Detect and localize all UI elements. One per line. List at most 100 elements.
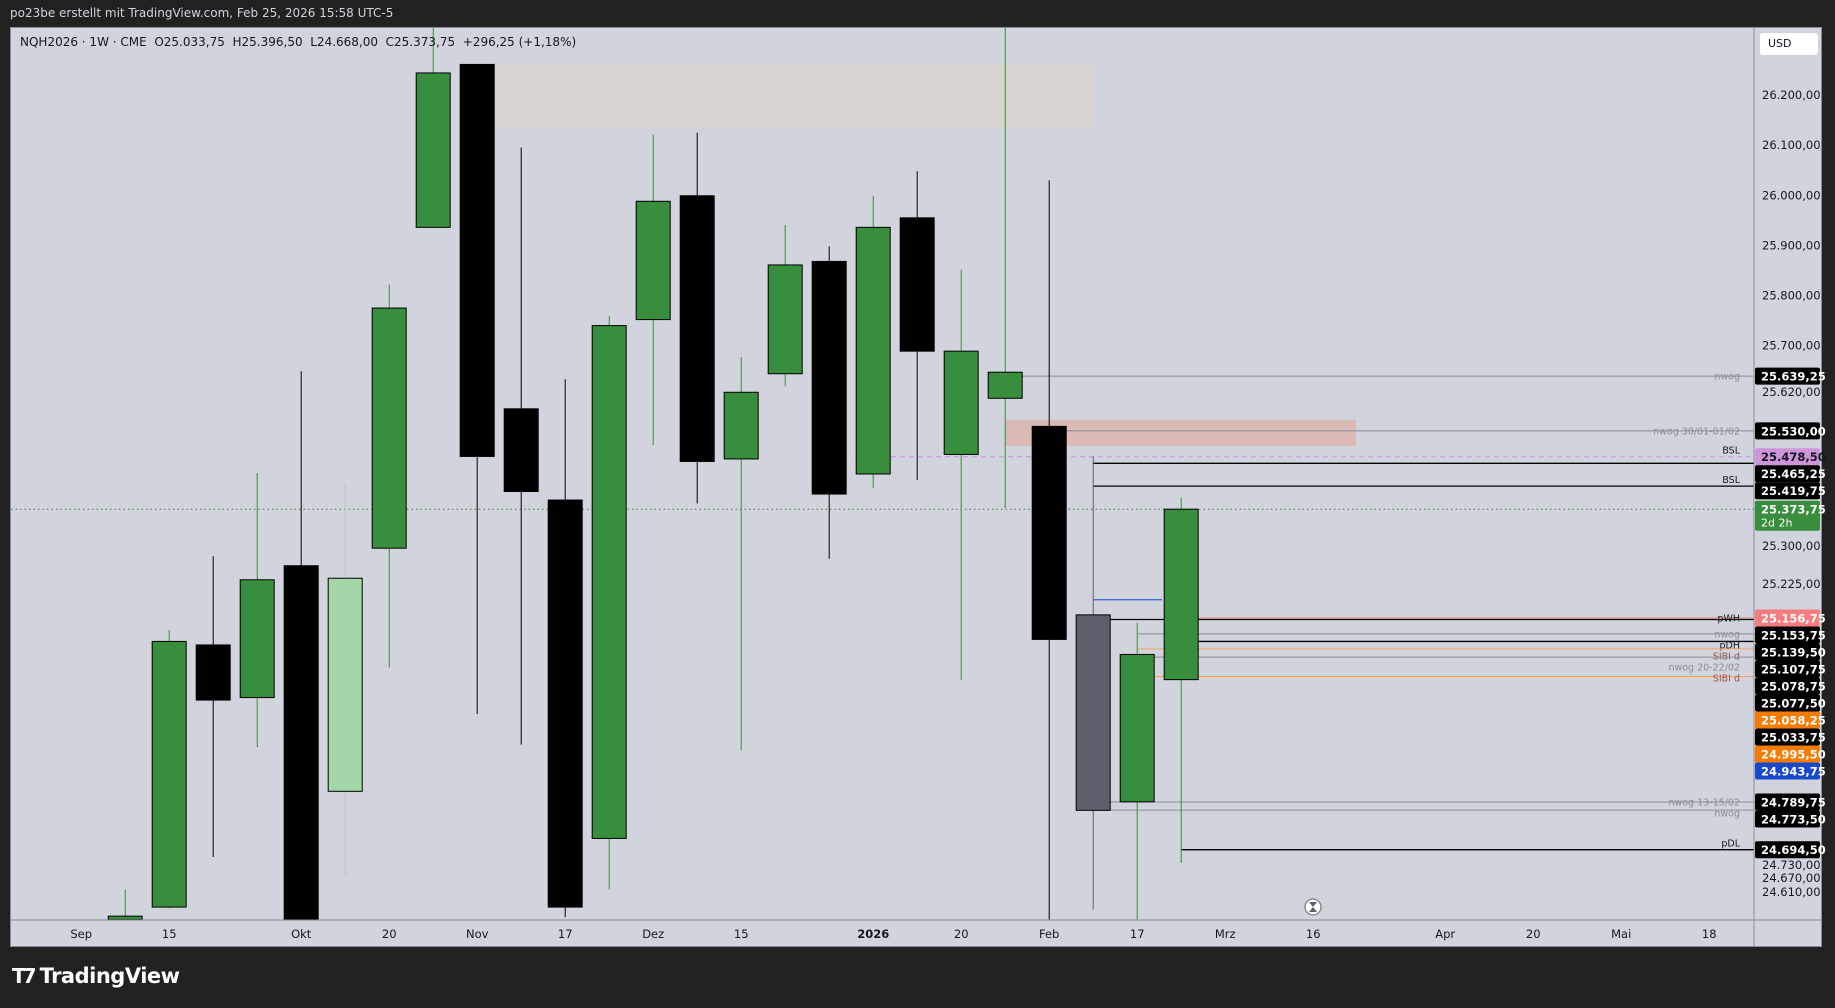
price-tick-label: 24.670,00 xyxy=(1762,871,1821,885)
price-label: 24.943,75 xyxy=(1755,762,1826,780)
price-tick-label: 25.700,00 xyxy=(1762,339,1821,353)
legend-high: H25.396,50 xyxy=(232,35,303,49)
level-label: BSL xyxy=(1722,446,1740,457)
price-label: 24.694,50 xyxy=(1755,841,1826,859)
countdown-label: 2d 2h xyxy=(1761,517,1792,530)
legend-open: O25.033,75 xyxy=(154,35,225,49)
price-label-text: 24.995,50 xyxy=(1761,747,1826,761)
legend-low: L24.668,00 xyxy=(310,35,379,49)
currency-button[interactable]: USD xyxy=(1760,33,1818,55)
price-label-text: 25.156,75 xyxy=(1761,611,1826,625)
price-label-bg xyxy=(1755,745,1820,763)
price-label-bg xyxy=(1755,626,1820,644)
level-label: nwog xyxy=(1714,372,1740,383)
price-label: 25.058,25 xyxy=(1755,711,1826,729)
candle-body xyxy=(767,264,803,375)
candle xyxy=(107,889,143,920)
candle xyxy=(987,28,1023,509)
hourglass-glyph xyxy=(1309,902,1317,912)
price-label: 25.478,50 xyxy=(1755,448,1826,466)
candle-body xyxy=(679,195,715,462)
price-label-bg xyxy=(1755,694,1820,712)
price-label-text: 25.639,25 xyxy=(1761,370,1826,384)
time-tick-label: Mai xyxy=(1611,927,1631,941)
price-label-text: 25.465,25 xyxy=(1761,467,1826,481)
candle-body xyxy=(723,391,759,460)
candle-body xyxy=(195,644,231,701)
price-label: 25.077,50 xyxy=(1755,694,1826,712)
candle xyxy=(503,147,539,745)
price-label-text: 24.694,50 xyxy=(1761,843,1826,857)
time-tick-label: 17 xyxy=(558,927,573,941)
candle-body xyxy=(151,640,187,908)
price-label-text: 24.789,75 xyxy=(1761,795,1826,809)
price-label-bg xyxy=(1755,728,1820,746)
candle xyxy=(283,371,319,920)
candle xyxy=(1031,180,1067,920)
candle-body xyxy=(635,200,671,321)
legend-symbol[interactable]: NQH2026 · 1W · CME xyxy=(20,35,147,49)
time-tick-label: Sep xyxy=(70,927,92,941)
candle-body xyxy=(283,565,319,920)
level-label: SIBI d xyxy=(1713,673,1740,684)
candle xyxy=(151,629,187,909)
candle-body xyxy=(239,579,275,699)
price-label-bg xyxy=(1755,762,1820,780)
level-label: BSL xyxy=(1722,475,1740,486)
price-tick-label: 25.900,00 xyxy=(1762,238,1821,252)
price-label-bg xyxy=(1755,609,1820,627)
price-tick-label: 26.200,00 xyxy=(1762,88,1821,102)
candle-body xyxy=(503,408,539,493)
price-label-text: 25.373,75 xyxy=(1761,503,1826,517)
brand-name: TradingView xyxy=(39,964,180,988)
candle xyxy=(899,171,935,480)
price-label-bg xyxy=(1755,841,1820,859)
candle-body xyxy=(371,307,407,549)
candle xyxy=(195,556,231,857)
candle-body xyxy=(415,72,451,228)
level-label: nwog xyxy=(1714,629,1740,640)
candle xyxy=(415,28,451,228)
time-tick-label: Feb xyxy=(1039,927,1059,941)
price-tick-label: 25.800,00 xyxy=(1762,289,1821,303)
chart-credit: po23be erstellt mit TradingView.com, Feb… xyxy=(10,6,394,20)
price-label: 25.033,75 xyxy=(1755,728,1826,746)
candle-body xyxy=(327,577,363,792)
price-label: 25.139,50 xyxy=(1755,643,1826,661)
candle xyxy=(591,316,627,890)
price-label-text: 25.077,50 xyxy=(1761,696,1826,710)
level-label: nwog 30/01-01/02 xyxy=(1653,426,1740,437)
price-label-text: 24.943,75 xyxy=(1761,764,1826,778)
candle xyxy=(547,379,583,918)
price-label-text: 25.478,50 xyxy=(1761,450,1826,464)
time-tick-label: 20 xyxy=(1526,927,1541,941)
candle-body xyxy=(1119,653,1155,803)
time-tick-label: 15 xyxy=(162,927,177,941)
price-label: 24.995,50 xyxy=(1755,745,1826,763)
price-label: 25.156,75 xyxy=(1755,609,1826,627)
time-tick-label: Okt xyxy=(291,927,312,941)
price-label-text: 25.139,50 xyxy=(1761,645,1826,659)
price-tick-label: 25.225,00 xyxy=(1762,577,1821,591)
candle-body xyxy=(547,499,583,908)
price-label-text: 24.773,50 xyxy=(1761,812,1826,826)
price-label: 24.773,50 xyxy=(1755,810,1826,828)
candle xyxy=(767,224,803,387)
tradingview-logo[interactable]: T7 TradingView xyxy=(12,964,180,988)
candle xyxy=(327,482,363,875)
candle-body xyxy=(943,350,979,455)
legend-change: +296,25 (+1,18%) xyxy=(462,35,577,49)
price-label: 25.078,75 xyxy=(1755,677,1826,695)
hourglass-circle xyxy=(1304,898,1322,916)
price-label: 25.153,75 xyxy=(1755,626,1826,644)
candle xyxy=(811,246,847,559)
price-label-text: 25.153,75 xyxy=(1761,628,1826,642)
price-label: 25.465,25 xyxy=(1755,465,1826,483)
candle xyxy=(855,195,891,489)
price-label: 25.107,75 xyxy=(1755,660,1826,678)
candle xyxy=(1075,456,1111,910)
candle-body xyxy=(899,217,935,352)
candle-body xyxy=(987,371,1023,399)
